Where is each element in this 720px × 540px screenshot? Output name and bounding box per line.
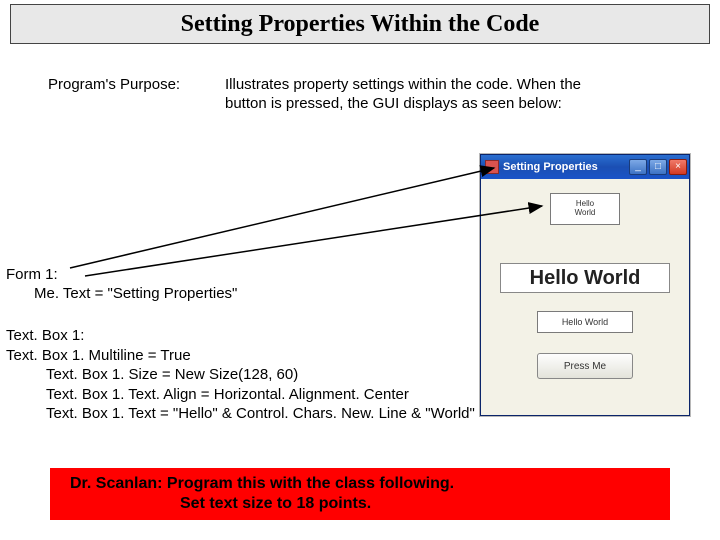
- minimize-button[interactable]: _: [629, 159, 647, 175]
- window-title: Setting Properties: [503, 161, 629, 173]
- press-me-button[interactable]: Press Me: [537, 353, 633, 379]
- form1-code-block: Form 1: Me. Text = "Setting Properties": [6, 266, 237, 304]
- code-line: Text. Box 1. Text. Align = Horizontal. A…: [6, 385, 475, 405]
- window-buttons: _ □ ×: [629, 159, 687, 175]
- code-line: Form 1:: [6, 266, 237, 285]
- code-line: Me. Text = "Setting Properties": [6, 285, 237, 304]
- code-line: Text. Box 1. Multiline = True: [6, 346, 475, 366]
- maximize-button[interactable]: □: [649, 159, 667, 175]
- slide-title-bar: Setting Properties Within the Code: [10, 4, 710, 44]
- slide-title: Setting Properties Within the Code: [181, 11, 540, 38]
- purpose-label: Program's Purpose:: [48, 76, 180, 93]
- note-line: Dr. Scanlan: Program this with the class…: [70, 474, 650, 494]
- code-line: Text. Box 1. Size = New Size(128, 60): [6, 365, 475, 385]
- textbox-mid[interactable]: Hello World: [537, 311, 633, 333]
- code-line: Text. Box 1:: [6, 326, 475, 346]
- close-button[interactable]: ×: [669, 159, 687, 175]
- instructor-note: Dr. Scanlan: Program this with the class…: [50, 468, 670, 520]
- gui-window: Setting Properties _ □ × Hello World Hel…: [480, 154, 690, 416]
- window-titlebar: Setting Properties _ □ ×: [481, 155, 689, 179]
- window-body: Hello World Hello World Hello World Pres…: [481, 179, 689, 415]
- purpose-body: Illustrates property settings within the…: [225, 76, 605, 114]
- app-icon: [485, 160, 499, 174]
- hello-world-label: Hello World: [500, 263, 670, 293]
- textbox-small[interactable]: Hello World: [550, 193, 620, 225]
- code-line: Text. Box 1. Text = "Hello" & Control. C…: [6, 404, 475, 424]
- note-line: Set text size to 18 points.: [70, 494, 650, 514]
- textbox-code-block: Text. Box 1: Text. Box 1. Multiline = Tr…: [6, 326, 475, 424]
